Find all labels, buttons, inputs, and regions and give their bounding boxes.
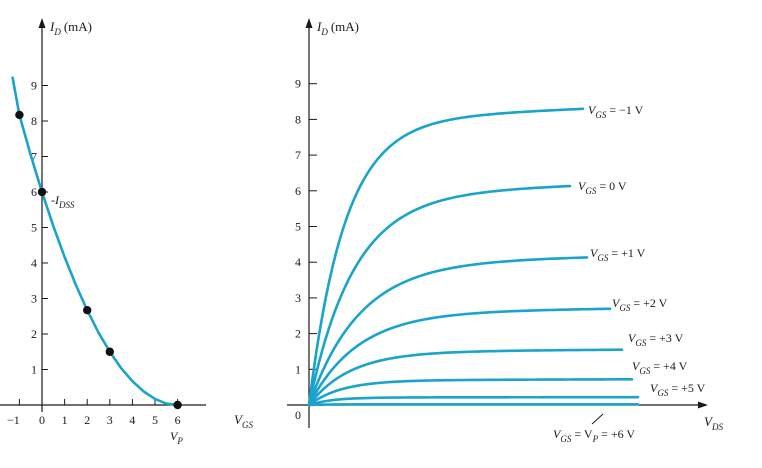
right-y-tick-label: 3 [295, 291, 301, 305]
left-x-ticks: −1 0 1 2 3 4 5 6 [7, 399, 181, 427]
drain-curve-label: VGS = +5 V [650, 381, 706, 398]
vp-annotation: VP [170, 429, 183, 446]
drain-curve-vgs [307, 256, 589, 407]
transfer-point [37, 187, 47, 197]
left-x-tick-label: 5 [152, 413, 158, 427]
left-y-tick-label: 4 [31, 256, 37, 270]
transfer-curve-line [11, 76, 179, 407]
left-y-tick-label: 9 [31, 79, 37, 93]
drain-curve-vgs [307, 402, 640, 407]
left-x-tick-label: 3 [107, 413, 113, 427]
left-x-tick-label: 6 [175, 413, 181, 427]
transfer-point [15, 110, 24, 120]
right-y-tick-label: 7 [295, 148, 301, 162]
left-y-tick-label: 1 [31, 363, 37, 377]
left-y-tick-label: 8 [31, 114, 37, 128]
right-y-tick-label: 8 [295, 112, 301, 126]
drain-curve-label: VGS = VP = +6 V [553, 427, 635, 444]
drain-curve-label: VGS = +2 V [612, 296, 668, 313]
right-y-tick-label: 9 [295, 77, 301, 91]
vp-curve-leader [591, 413, 604, 425]
drain-curves [307, 107, 640, 407]
drain-curve-label: VGS = +4 V [632, 359, 688, 376]
right-y-tick-label: 2 [295, 327, 301, 341]
left-x-tick-label: 2 [84, 413, 90, 427]
left-x-tick-label: 1 [62, 413, 68, 427]
left-y-axis-arrow [38, 18, 46, 28]
left-y-tick-label: 5 [31, 221, 37, 235]
right-y-tick-label: 0 [295, 408, 301, 422]
right-y-axis-title: ID (mA) [316, 19, 359, 37]
drain-curve-label: VGS = +1 V [590, 246, 646, 263]
transfer-curve [11, 76, 179, 407]
drain-curve-vgs [307, 107, 585, 407]
right-y-tick-label: 4 [295, 255, 301, 269]
drain-curve-label: VGS = 0 V [578, 179, 627, 196]
left-x-tick-label: 4 [129, 413, 135, 427]
left-y-ticks: 1 2 3 4 5 6 7 8 9 [31, 79, 48, 377]
left-y-axis-title: ID (mA) [49, 19, 92, 37]
right-y-ticks: 0 1 2 3 4 5 6 7 8 9 [295, 77, 317, 422]
drain-curve-vgs [307, 348, 624, 407]
left-y-tick-label: 7 [31, 150, 37, 164]
drain-curve-label: VGS = +3 V [628, 331, 684, 348]
right-x-axis-arrow [698, 401, 708, 409]
left-x-axis-title: VGS [234, 412, 253, 430]
left-y-tick-label: 3 [31, 292, 37, 306]
transfer-point [83, 306, 92, 315]
right-y-tick-label: 1 [295, 362, 301, 376]
transfer-point [105, 347, 115, 356]
transfer-point [173, 400, 182, 410]
left-x-tick-label: 0 [39, 413, 45, 427]
drain-curve-vgs [307, 184, 572, 407]
left-y-tick-label: 2 [31, 327, 37, 341]
right-y-axis-arrow [305, 18, 313, 28]
left-y-tick-label: 6 [31, 185, 37, 199]
right-y-tick-label: 5 [295, 220, 301, 234]
right-y-tick-label: 6 [295, 184, 301, 198]
left-x-tick-label: −1 [7, 413, 20, 427]
idss-annotation: -IDSS [51, 193, 75, 210]
right-x-axis-title: VDS [704, 414, 723, 432]
drain-curve-vgs [307, 307, 612, 407]
drain-curve-vgs [307, 395, 640, 407]
transfer-characteristic-chart: 1 2 3 4 5 6 7 8 9 −1 0 1 2 3 4 5 6 ID (mA) VGS -IDSS VP [0, 18, 253, 446]
drain-curve-label: VGS = −1 V [588, 103, 644, 120]
transfer-points [15, 110, 182, 410]
drain-curve-vgs [307, 378, 634, 407]
drain-curve-labels: VGS = −1 V VGS = 0 V VGS = +1 V VGS = +2 V VGS = … [553, 103, 706, 444]
